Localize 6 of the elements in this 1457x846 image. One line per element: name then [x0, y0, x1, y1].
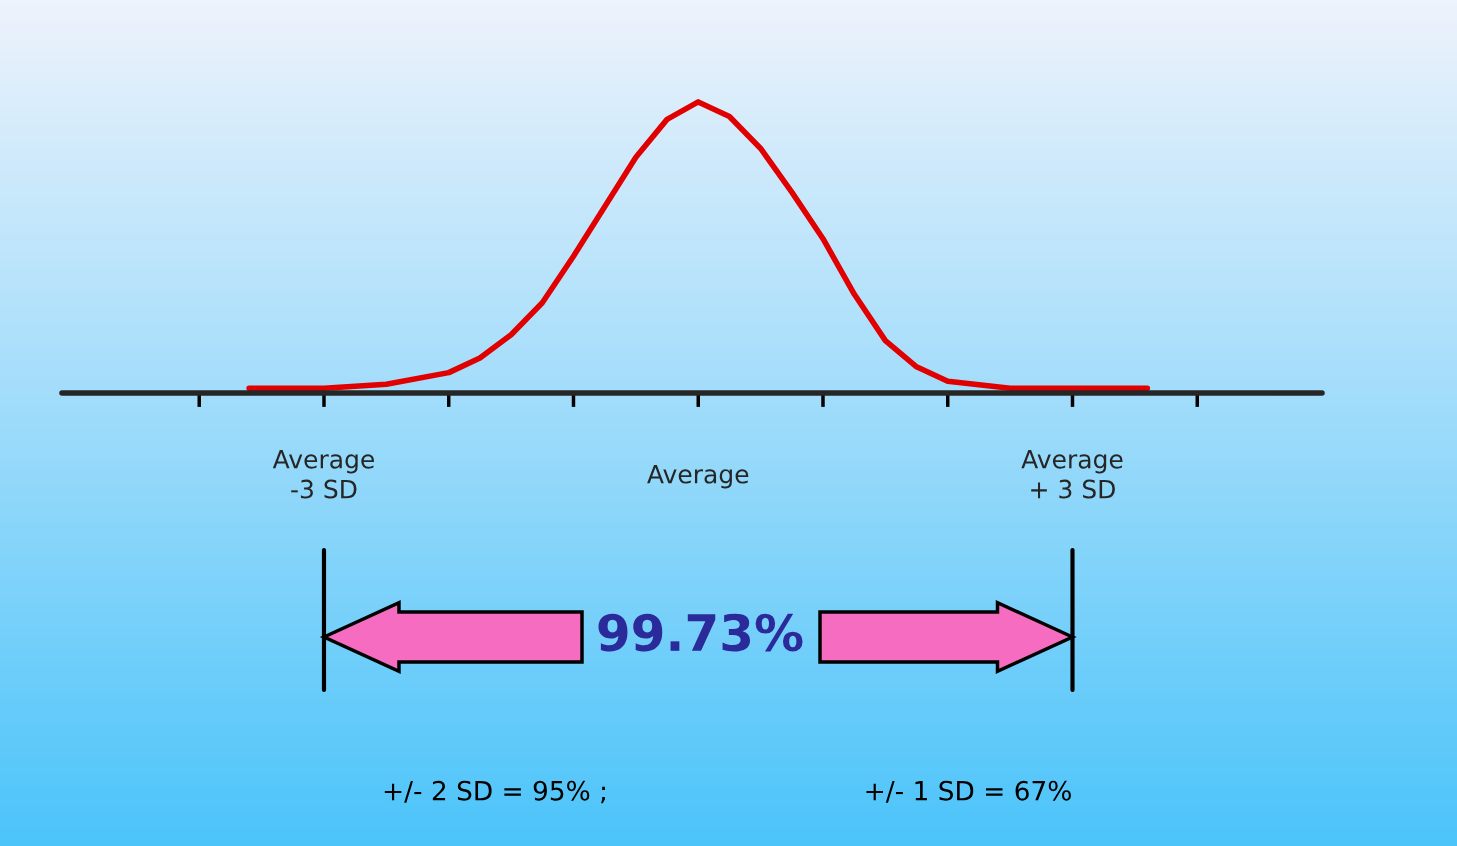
text: 99.73%: [598, 613, 803, 652]
text: +/- 2 SD = 95% ;: [384, 780, 605, 804]
x-tick-label: Average -3 SD: [272, 450, 374, 499]
x-tick-label: Average + 3 SD: [1021, 450, 1123, 499]
x-tick-label: Average: [647, 465, 749, 489]
text: +/- 1 SD = 67%: [866, 780, 1071, 803]
